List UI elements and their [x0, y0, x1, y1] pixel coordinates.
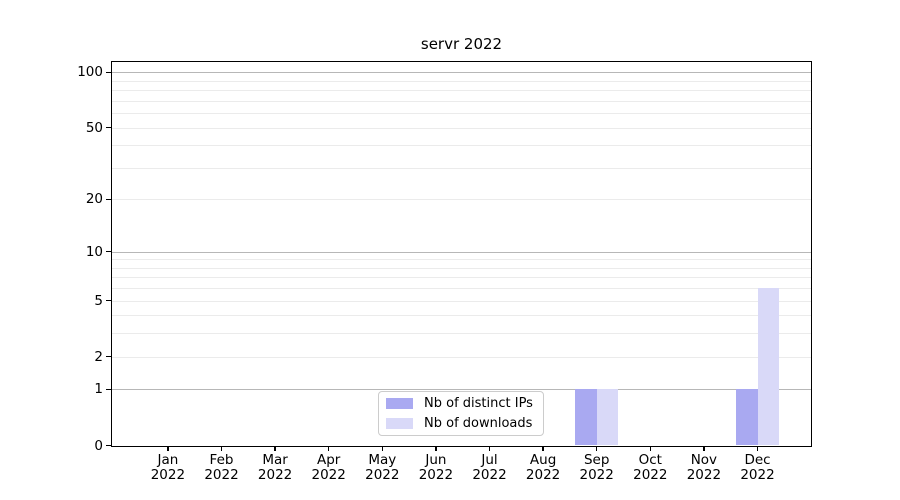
y-tick-label: 10: [85, 243, 103, 260]
gridline-minor: [112, 167, 811, 169]
bar-nb-of-downloads-dec-2022: [757, 288, 779, 446]
gridline-minor: [112, 127, 811, 129]
x-tick-label-mar-2022: Mar 2022: [257, 451, 293, 483]
gridline-minor: [112, 90, 811, 91]
x-tick: [381, 445, 383, 451]
legend-swatch-distinct-ips: [386, 398, 413, 409]
gridline-minor: [112, 145, 811, 147]
x-tick-label-jun-2022: Jun 2022: [418, 451, 454, 483]
x-tick-label-jul-2022: Jul 2022: [472, 451, 507, 483]
gridline-minor: [112, 333, 811, 335]
x-tick: [703, 445, 705, 451]
y-tick: [106, 250, 111, 253]
x-tick-label-apr-2022: Apr 2022: [311, 451, 346, 483]
gridline-major: [112, 251, 811, 253]
x-tick: [328, 445, 330, 451]
plot-area: [112, 62, 811, 446]
y-tick-label: 20: [85, 191, 103, 208]
gridline-minor: [112, 199, 811, 201]
x-tick: [596, 445, 598, 451]
gridline-minor: [112, 100, 811, 102]
legend-swatch-downloads: [386, 418, 413, 429]
x-tick: [274, 445, 276, 451]
legend-entry-downloads: Nb of downloads: [386, 415, 536, 432]
legend: Nb of distinct IPs Nb of downloads: [378, 391, 544, 436]
legend-label-distinct-ips: Nb of distinct IPs: [424, 396, 533, 411]
bar-nb-of-downloads-sep-2022: [596, 389, 619, 446]
y-tick-label: 5: [94, 292, 103, 309]
chart-title: servr 2022: [420, 35, 503, 53]
gridline-minor: [112, 259, 811, 261]
gridline-minor: [112, 300, 811, 302]
y-tick: [106, 126, 111, 129]
gridline-minor: [112, 277, 811, 279]
y-tick-label: 50: [85, 119, 103, 136]
y-tick-label: 0: [94, 437, 103, 454]
gridline-minor: [112, 267, 811, 269]
gridline-minor: [112, 315, 811, 317]
x-tick-label-dec-2022: Dec 2022: [740, 451, 775, 483]
x-tick-label-nov-2022: Nov 2022: [686, 451, 722, 483]
gridline-major: [112, 389, 811, 391]
y-tick-label: 2: [94, 348, 103, 365]
gridline-minor: [112, 288, 811, 290]
x-tick: [756, 445, 759, 451]
x-tick: [542, 445, 544, 451]
x-tick: [167, 445, 169, 451]
y-tick-label: 100: [77, 64, 103, 81]
y-tick: [106, 355, 111, 358]
x-tick-label-aug-2022: Aug 2022: [525, 451, 561, 483]
legend-entry-distinct-ips: Nb of distinct IPs: [386, 395, 536, 412]
bar-nb-of-distinct-ips-dec-2022: [736, 389, 758, 446]
x-tick: [435, 445, 437, 451]
bar-nb-of-distinct-ips-sep-2022: [575, 389, 597, 446]
y-tick: [106, 388, 111, 391]
y-tick-label: 1: [94, 381, 103, 398]
gridline-minor: [112, 113, 811, 114]
x-tick-label-may-2022: May 2022: [365, 451, 400, 483]
legend-label-downloads: Nb of downloads: [424, 416, 533, 431]
y-tick: [106, 198, 111, 200]
x-tick-label-jan-2022: Jan 2022: [150, 451, 186, 483]
x-tick-label-oct-2022: Oct 2022: [633, 451, 668, 483]
x-tick: [649, 445, 651, 451]
y-tick: [106, 299, 111, 302]
x-tick: [220, 445, 223, 451]
gridline-minor: [112, 80, 811, 82]
gridline-major: [112, 72, 811, 74]
y-tick: [106, 71, 111, 73]
gridline-minor: [112, 356, 811, 358]
x-tick: [488, 445, 491, 451]
x-tick-label-sep-2022: Sep 2022: [579, 451, 614, 483]
x-tick-label-feb-2022: Feb 2022: [204, 451, 239, 483]
y-tick: [106, 444, 111, 447]
